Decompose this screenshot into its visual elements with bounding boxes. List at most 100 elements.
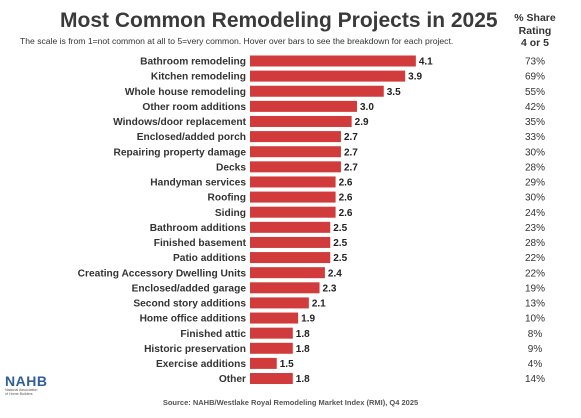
category-label: Other room additions [142, 102, 246, 113]
category-label: Decks [216, 162, 246, 173]
bar[interactable] [250, 221, 331, 233]
value-label: 2.6 [339, 208, 353, 219]
bar[interactable] [250, 327, 293, 339]
bar[interactable] [250, 115, 352, 127]
share-value: 42% [525, 102, 545, 113]
share-value: 10% [525, 314, 545, 325]
value-label: 2.6 [339, 178, 353, 189]
bar[interactable] [250, 206, 336, 218]
bar[interactable] [250, 131, 341, 143]
share-value: 35% [525, 117, 545, 128]
value-label: 2.1 [312, 299, 326, 310]
category-label: Exercise additions [156, 359, 246, 370]
value-label: 2.4 [328, 268, 342, 279]
category-label: Roofing [208, 193, 246, 204]
category-label: Enclosed/added porch [137, 132, 246, 143]
value-label: 3.5 [387, 87, 401, 98]
bar[interactable] [250, 146, 341, 158]
bar[interactable] [250, 282, 320, 294]
logo-subtext: National Association [5, 388, 38, 392]
category-label: Second story additions [133, 299, 246, 310]
value-label: 2.9 [355, 117, 369, 128]
bar[interactable] [250, 161, 341, 173]
value-label: 4.1 [419, 57, 433, 68]
share-value: 30% [525, 147, 545, 158]
bar[interactable] [250, 357, 277, 369]
share-value: 14% [525, 374, 545, 385]
value-label: 1.8 [296, 374, 310, 385]
category-label: Bathroom additions [150, 223, 247, 234]
share-value: 73% [525, 57, 545, 68]
chart-title: Most Common Remodeling Projects in 2025 [60, 9, 498, 32]
share-value: 69% [525, 72, 545, 83]
category-label: Finished attic [180, 329, 246, 340]
chart-subtitle: The scale is from 1=not common at all to… [20, 36, 454, 46]
bar[interactable] [250, 236, 331, 248]
value-label: 2.6 [339, 193, 353, 204]
bar[interactable] [250, 70, 406, 82]
share-value: 24% [525, 208, 545, 219]
bar[interactable] [250, 252, 331, 264]
value-label: 2.7 [344, 162, 358, 173]
category-label: Bathroom remodeling [140, 57, 246, 68]
bar[interactable] [250, 342, 293, 354]
bar[interactable] [250, 85, 384, 97]
value-label: 2.5 [333, 238, 347, 249]
share-value: 30% [525, 193, 545, 204]
bar[interactable] [250, 373, 293, 385]
category-label: Patio additions [173, 253, 246, 264]
bar[interactable] [250, 297, 309, 309]
category-label: Kitchen remodeling [151, 72, 246, 83]
category-label: Home office additions [140, 314, 247, 325]
category-label: Historic preservation [144, 344, 246, 355]
source-note: Source: NAHB/Westlake Royal Remodeling M… [162, 398, 419, 407]
category-label: Siding [215, 208, 246, 219]
share-column-header: % Share Rating 4 or 5 [503, 12, 567, 50]
bar[interactable] [250, 55, 416, 67]
value-label: 2.7 [344, 147, 358, 158]
category-label: Finished basement [154, 238, 247, 249]
share-value: 23% [525, 223, 545, 234]
category-label: Enclosed/added garage [132, 283, 247, 294]
value-label: 1.5 [280, 359, 294, 370]
share-header-line: Rating [518, 24, 552, 37]
share-value: 28% [525, 162, 545, 173]
category-label: Creating Accessory Dwelling Units [78, 268, 247, 279]
logo-subtext: of Home Builders [5, 392, 33, 397]
share-header-line: 4 or 5 [520, 37, 549, 49]
share-value: 4% [528, 359, 543, 370]
share-value: 33% [525, 132, 545, 143]
value-label: 1.9 [301, 314, 315, 325]
bar[interactable] [250, 191, 336, 203]
value-label: 2.7 [344, 132, 358, 143]
share-value: 55% [525, 87, 545, 98]
bar-chart: Bathroom remodeling 4.1 73% Kitchen remodel… [78, 55, 545, 385]
share-value: 22% [525, 253, 545, 264]
share-value: 29% [525, 178, 545, 189]
category-label: Handyman services [150, 178, 246, 189]
bar[interactable] [250, 176, 336, 188]
category-label: Whole house remodeling [125, 87, 246, 98]
value-label: 3.9 [408, 72, 422, 83]
value-label: 1.8 [296, 329, 310, 340]
share-value: 22% [525, 268, 545, 279]
share-header-line: % Share [514, 12, 556, 24]
bar[interactable] [250, 312, 299, 324]
nahb-logo: NAHB National Association of Home Builde… [5, 374, 51, 414]
bar[interactable] [250, 100, 357, 112]
share-value: 9% [528, 344, 543, 355]
share-value: 19% [525, 283, 545, 294]
value-label: 2.5 [333, 223, 347, 234]
share-value: 13% [525, 299, 545, 310]
share-value: 8% [528, 329, 543, 340]
value-label: 3.0 [360, 102, 374, 113]
value-label: 2.5 [333, 253, 347, 264]
value-label: 1.8 [296, 344, 310, 355]
share-value: 28% [525, 238, 545, 249]
category-label: Windows/door replacement [113, 117, 247, 128]
category-label: Repairing property damage [114, 147, 247, 158]
value-label: 2.3 [323, 283, 337, 294]
category-label: Other [219, 374, 246, 385]
logo-mark: NAHB [5, 373, 48, 389]
bar[interactable] [250, 267, 325, 279]
